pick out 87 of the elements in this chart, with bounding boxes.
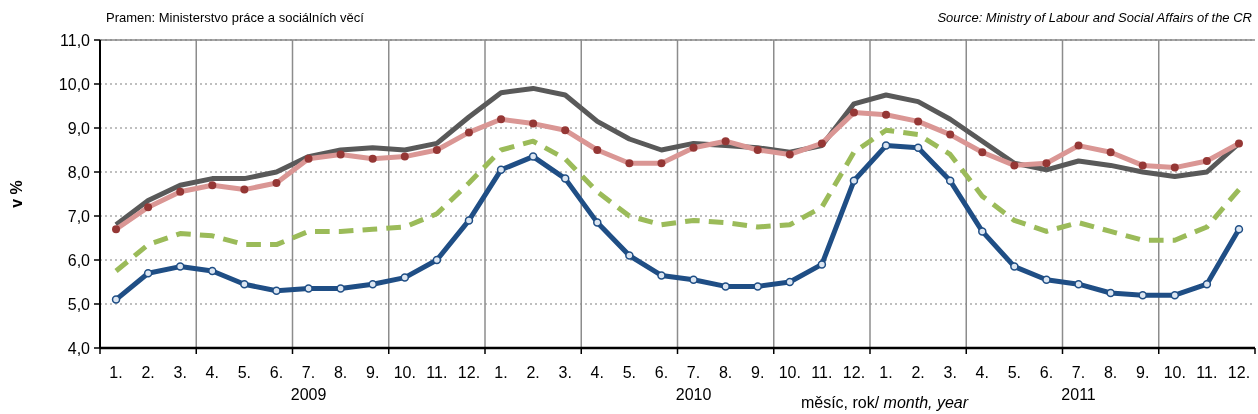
- x-tick-label: 12.: [1227, 364, 1251, 381]
- point: [657, 271, 666, 280]
- x-tick-label: 8.: [718, 364, 733, 381]
- x-tick-label: 4.: [590, 364, 604, 381]
- point: [432, 255, 442, 265]
- point: [1010, 262, 1019, 271]
- x-tick-label: 1.: [494, 364, 508, 381]
- x-tick-label: 12.: [842, 364, 866, 381]
- x-tick-label: 2.: [911, 364, 925, 381]
- point: [336, 284, 345, 293]
- point: [208, 266, 217, 276]
- point: [945, 176, 955, 186]
- point: [272, 286, 281, 296]
- point: [304, 284, 313, 293]
- source-note: Source: Ministry of Labour and Social Affairs of the CR: [937, 10, 1252, 25]
- point: [689, 275, 698, 285]
- x-tick-label: 7.: [1071, 364, 1086, 381]
- x-tick-label: 1.: [879, 364, 893, 381]
- y-tick-label: 5,0: [67, 296, 91, 313]
- x-tick-label: 7.: [301, 364, 316, 381]
- point: [753, 282, 762, 291]
- point: [464, 216, 474, 225]
- y-axis-title: v %: [8, 180, 25, 208]
- point: [528, 152, 538, 161]
- x-tick-label: 10.: [1163, 364, 1186, 381]
- point: [496, 165, 506, 175]
- text: Pramen: Ministerstvo práce a sociálních věcí: [106, 10, 365, 25]
- point: [721, 282, 730, 291]
- x-tick-label: 5.: [1007, 364, 1022, 381]
- x-tick-label: 7.: [686, 364, 701, 381]
- y-tick-label: 8,0: [67, 164, 91, 181]
- x-tick-label: 4.: [205, 364, 219, 381]
- point: [817, 260, 827, 269]
- x-tick-label: 6.: [1039, 364, 1054, 381]
- point: [849, 176, 859, 186]
- x-axis-title: měsíc, rok/ month, year: [800, 394, 969, 411]
- x-tick-label: 3.: [173, 364, 187, 381]
- text: 2009: [290, 386, 327, 403]
- point: [913, 143, 923, 153]
- point: [881, 141, 891, 150]
- x-tick-label: 4.: [975, 364, 989, 381]
- text: 2010: [675, 386, 712, 403]
- text: 2011: [1061, 386, 1096, 403]
- x-tick-label: 11.: [811, 364, 833, 381]
- x-tick-label: 9.: [1136, 364, 1150, 381]
- point: [1074, 279, 1083, 289]
- x-tick-label: 3.: [943, 364, 957, 381]
- y-tick-label: 6,0: [67, 252, 91, 269]
- y-tick-label: 4,0: [67, 340, 91, 357]
- point: [1042, 275, 1051, 285]
- point: [400, 273, 410, 282]
- x-tick-label: 10.: [393, 364, 416, 381]
- point: [593, 218, 602, 227]
- x-tick-label: 8.: [1103, 364, 1118, 381]
- y-tick-label: 9,0: [67, 120, 91, 137]
- point: [240, 279, 249, 289]
- point: [1170, 290, 1180, 300]
- y-tick-label: 10,0: [58, 76, 91, 93]
- x-tick-label: 6.: [269, 364, 284, 381]
- x-tick-label: 9.: [751, 364, 765, 381]
- point: [1202, 279, 1212, 289]
- point: [368, 279, 377, 289]
- x-tick-label: 6.: [654, 364, 669, 381]
- x-tick-label: 3.: [558, 364, 572, 381]
- point: [560, 174, 570, 183]
- point: [1138, 290, 1147, 300]
- point: [785, 277, 795, 287]
- point: [143, 268, 153, 278]
- point: [1234, 224, 1244, 234]
- x-tick-label: 8.: [333, 364, 348, 381]
- x-tick-label: 1.: [109, 364, 123, 381]
- x-tick-label: 11.: [1196, 364, 1218, 381]
- x-tick-label: 2.: [141, 364, 155, 381]
- point: [978, 227, 987, 236]
- point: [625, 251, 634, 260]
- point: [175, 262, 185, 271]
- x-tick-label: 9.: [366, 364, 380, 381]
- point: [1106, 288, 1115, 298]
- x-tick-label: 5.: [237, 364, 252, 381]
- y-tick-label: 11,0: [60, 32, 91, 49]
- x-tick-label: 5.: [622, 364, 637, 381]
- x-tick-label: 11.: [426, 364, 448, 381]
- x-tick-label: 12.: [457, 364, 481, 381]
- x-tick-label: 10.: [778, 364, 801, 381]
- x-tick-label: 2.: [526, 364, 540, 381]
- y-tick-label: 7,0: [67, 208, 91, 225]
- point: [111, 295, 121, 304]
